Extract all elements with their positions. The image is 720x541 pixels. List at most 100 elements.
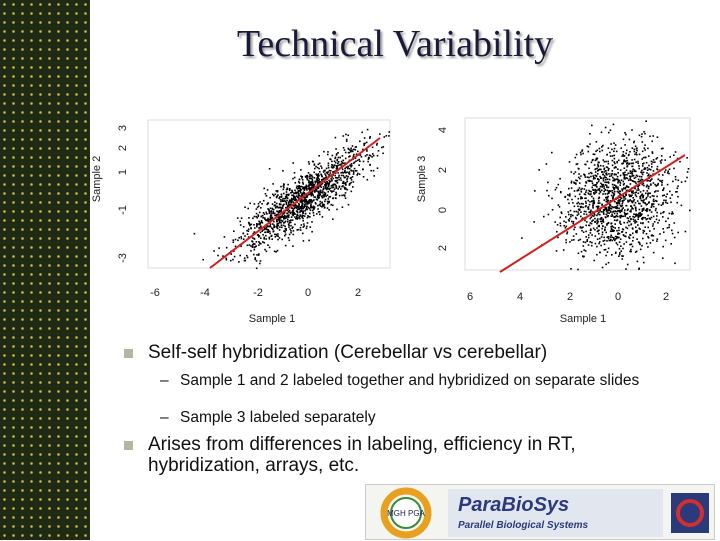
scatter-dot xyxy=(319,213,321,216)
scatter-dot xyxy=(627,200,629,203)
scatter-dot xyxy=(670,213,673,215)
scatter-dot xyxy=(297,192,300,195)
scatter-dot xyxy=(314,182,317,184)
scatter-dot xyxy=(594,177,596,180)
scatter-dot xyxy=(579,238,582,241)
scatter-dot xyxy=(277,194,279,196)
scatter-dot xyxy=(618,229,620,232)
scatter-dot xyxy=(585,213,588,216)
scatter-dot xyxy=(302,240,305,242)
scatter-dot xyxy=(251,237,254,239)
scatter-dot xyxy=(585,224,587,227)
scatter-dot xyxy=(276,220,278,223)
scatter-dot xyxy=(269,223,272,225)
scatter-dot xyxy=(630,162,633,165)
scatter-dot xyxy=(651,140,653,143)
scatter-dot xyxy=(307,185,310,188)
scatter-dot xyxy=(319,191,322,193)
scatter-dot xyxy=(306,206,308,208)
scatter-dot xyxy=(253,243,255,245)
scatter-dot xyxy=(652,170,655,172)
scatter-dot xyxy=(643,261,645,264)
scatter-dot xyxy=(292,214,294,217)
scatter-dot xyxy=(660,162,662,164)
scatter-dot xyxy=(656,240,658,242)
scatter-dot xyxy=(609,129,612,131)
scatter-dot xyxy=(276,234,278,237)
scatter-dot xyxy=(312,184,314,187)
scatter-dot xyxy=(635,220,638,223)
scatter-dot xyxy=(642,171,645,174)
scatter-dot xyxy=(606,186,608,189)
scatter-dot xyxy=(610,228,613,231)
scatter-dot xyxy=(620,245,622,247)
scatter-dot xyxy=(312,183,314,186)
scatter-dot xyxy=(259,226,261,229)
scatter-dot xyxy=(607,236,610,238)
scatter-dot xyxy=(357,150,359,153)
scatter-dot xyxy=(574,226,576,229)
scatter-dot xyxy=(602,211,604,213)
scatter-dot xyxy=(299,210,302,212)
scatter-dot xyxy=(341,182,344,184)
scatter-dot xyxy=(593,259,595,262)
scatter-dot xyxy=(293,212,295,214)
scatter-dot xyxy=(267,219,269,222)
scatter-dot xyxy=(615,178,617,181)
scatter-dot xyxy=(324,193,326,196)
scatter-dot xyxy=(603,249,606,251)
scatter-dot xyxy=(300,192,302,194)
scatter-dot xyxy=(619,204,622,207)
scatter-dot xyxy=(315,180,318,183)
scatter-dot xyxy=(292,226,294,228)
scatter-dot xyxy=(328,169,331,172)
scatter-dot xyxy=(641,150,644,153)
scatter-dot xyxy=(376,154,379,157)
scatter-dot xyxy=(581,187,583,190)
scatter-dot xyxy=(560,211,563,213)
logo-name: ParaBioSys xyxy=(458,494,569,516)
scatter-dot xyxy=(644,144,646,146)
scatter-dot xyxy=(551,209,554,211)
scatter-dot xyxy=(333,183,336,185)
scatter-dot xyxy=(590,175,592,178)
scatter-dot xyxy=(295,195,298,197)
scatter-dot xyxy=(631,180,634,182)
scatter-dot xyxy=(291,227,293,230)
scatter-dot xyxy=(259,262,261,265)
scatter-dot xyxy=(249,224,251,227)
scatter-dot xyxy=(632,175,634,177)
scatter-dot xyxy=(364,155,367,157)
scatter-dot xyxy=(624,209,626,211)
scatter-dot xyxy=(288,216,290,218)
scatter-dot xyxy=(311,160,314,163)
scatter-dot xyxy=(664,171,666,173)
scatter-dot xyxy=(608,239,611,242)
scatter-dot xyxy=(365,141,368,144)
scatter-dot xyxy=(631,194,633,196)
scatter-dot xyxy=(595,175,598,178)
scatter-dot xyxy=(652,135,654,137)
scatter-dot xyxy=(363,142,365,145)
scatter-dot xyxy=(348,184,351,186)
scatter-dot xyxy=(318,155,320,157)
scatter-dot xyxy=(377,150,380,152)
scatter-dot xyxy=(272,193,274,196)
scatter-dot xyxy=(328,188,331,191)
scatter-dot xyxy=(618,207,620,210)
scatter-dot xyxy=(287,218,289,221)
scatter-dot xyxy=(589,217,592,220)
scatter-dot xyxy=(324,177,327,179)
scatter-dot xyxy=(287,220,289,223)
scatter-dot xyxy=(647,193,649,195)
scatter-dot xyxy=(299,211,301,214)
scatter-dot xyxy=(664,169,667,171)
scatter-dot xyxy=(321,216,324,218)
scatter-dot xyxy=(298,182,301,184)
scatter-dot xyxy=(302,226,305,228)
scatter-dot xyxy=(327,164,330,167)
scatter-dot xyxy=(597,229,600,232)
scatter-dot xyxy=(590,216,593,219)
scatter-dot xyxy=(314,191,316,193)
scatter-dot xyxy=(341,155,344,157)
